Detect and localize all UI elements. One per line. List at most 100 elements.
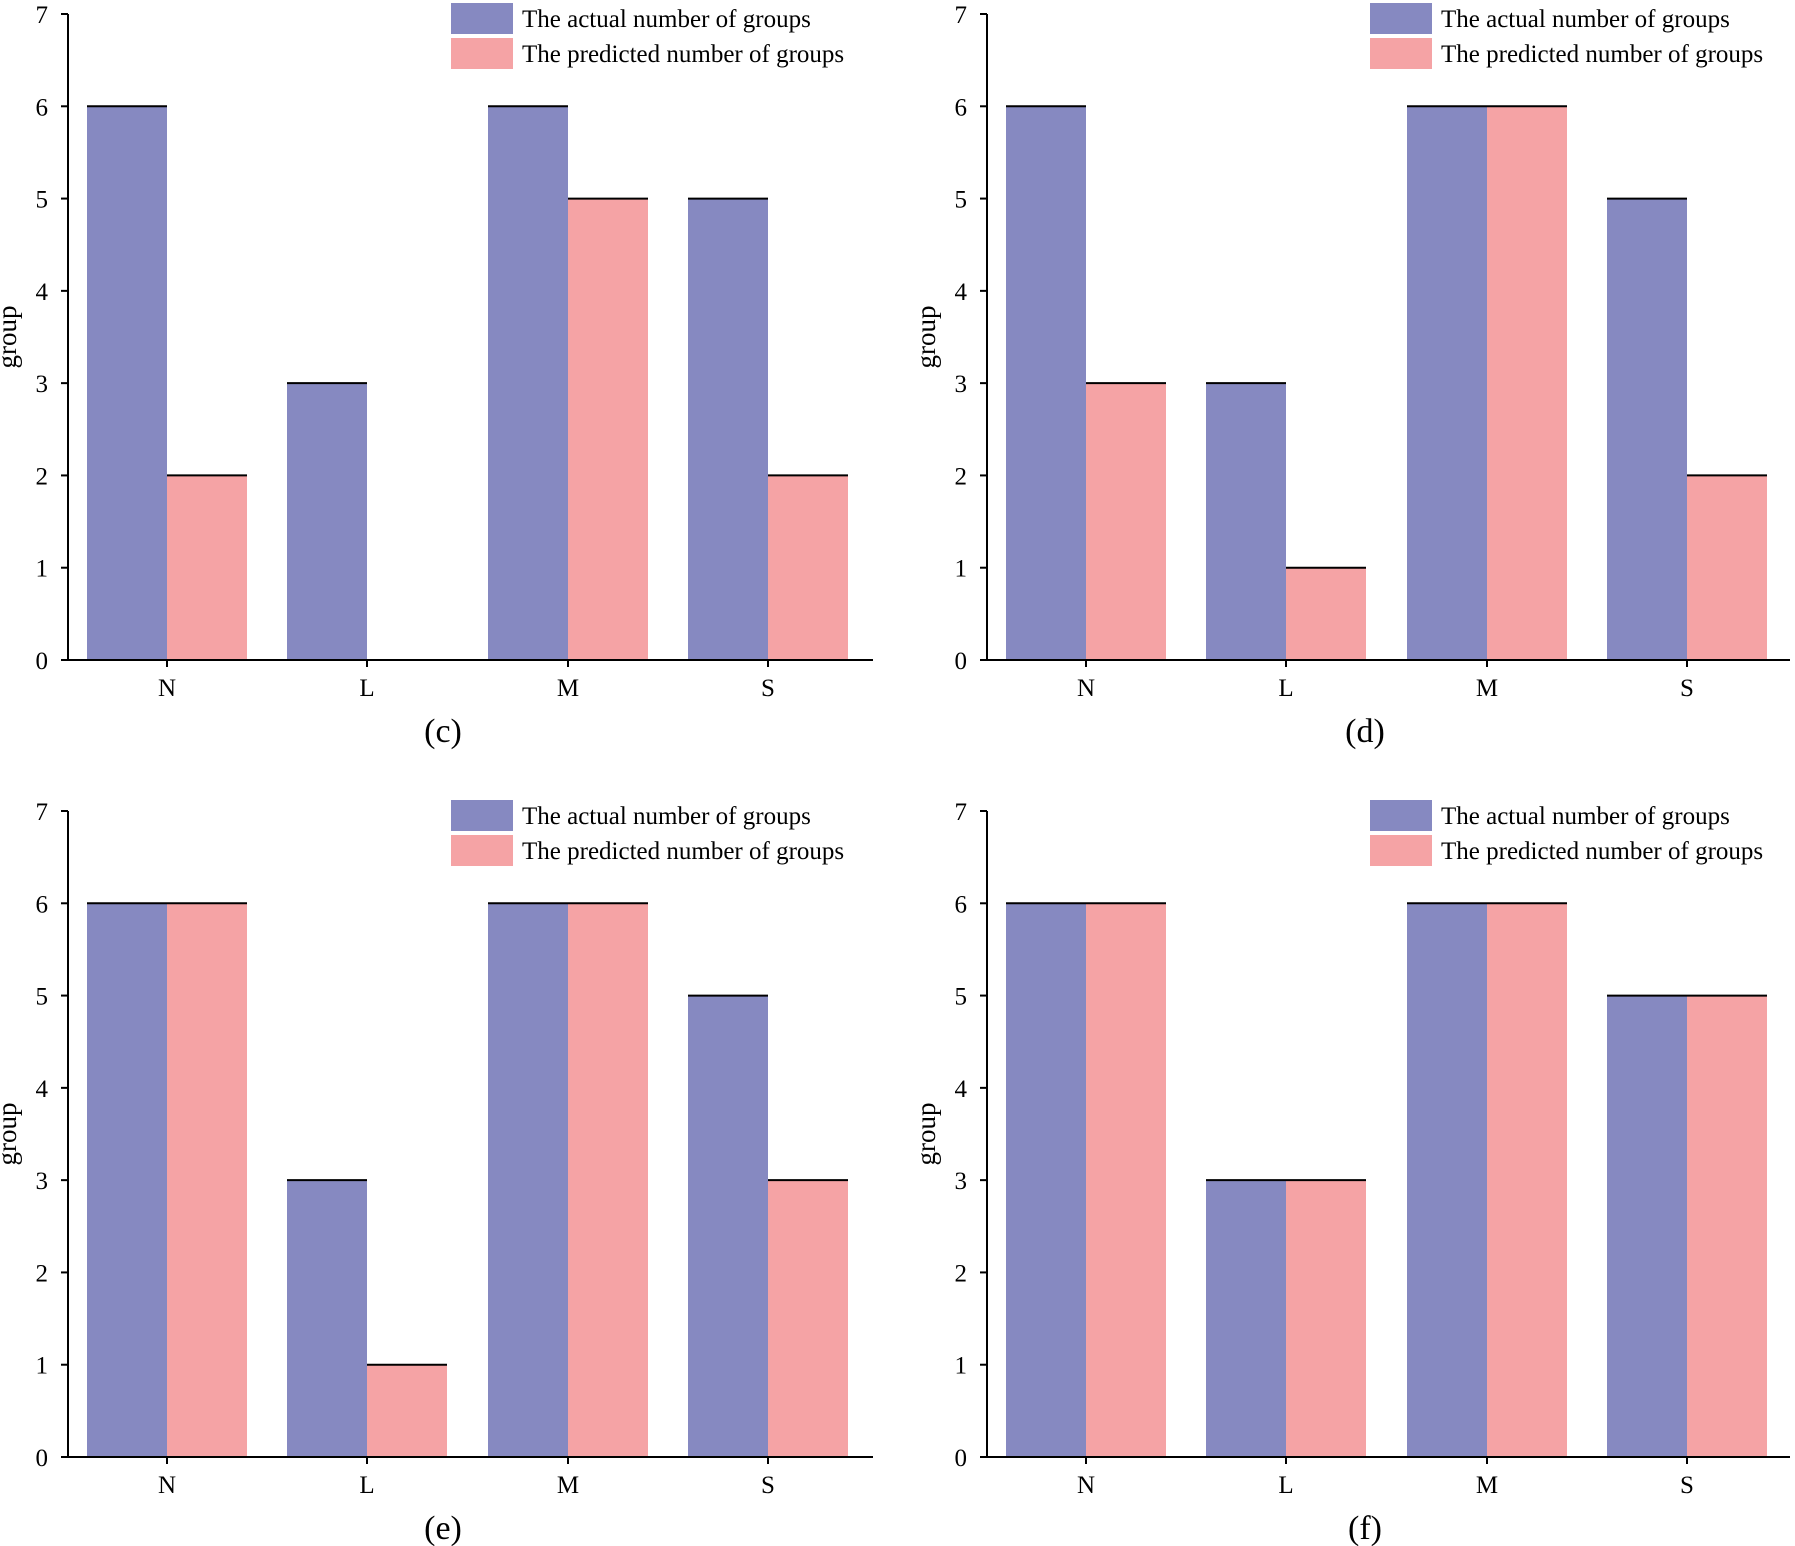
x-tick-label-N: N <box>158 675 176 702</box>
bar-predicted-S <box>1687 475 1767 660</box>
bar-predicted-M <box>1487 106 1567 661</box>
legend-swatch-actual <box>1370 800 1432 831</box>
legend-label-predicted: The predicted number of groups <box>522 41 844 68</box>
legend-swatch-actual <box>1370 3 1432 34</box>
bar-actual-N <box>87 106 167 661</box>
y-tick-label: 4 <box>36 279 49 306</box>
y-tick-label: 6 <box>955 94 968 121</box>
legend-swatch-actual <box>451 3 513 34</box>
x-tick-label-L: L <box>1278 675 1293 702</box>
y-tick-label: 3 <box>955 371 968 398</box>
bar-actual-M <box>488 903 568 1457</box>
y-tick-label: 2 <box>36 1260 49 1287</box>
y-tick-label: 1 <box>955 1353 968 1380</box>
y-tick-label: 1 <box>36 556 49 583</box>
legend-swatch-predicted <box>1370 38 1432 69</box>
y-tick-label: 3 <box>36 1168 49 1195</box>
bar-actual-M <box>1407 106 1487 661</box>
y-tick-label: 0 <box>36 1445 49 1472</box>
legend-label-actual: The actual number of groups <box>522 6 811 33</box>
legend-swatch-predicted <box>451 38 513 69</box>
x-tick-label-S: S <box>1680 1472 1694 1499</box>
y-tick-label: 5 <box>955 984 968 1011</box>
bar-predicted-N <box>167 475 247 660</box>
y-tick-label: 4 <box>36 1076 49 1103</box>
legend-label-predicted: The predicted number of groups <box>1441 41 1763 68</box>
y-tick-label: 2 <box>36 463 49 490</box>
y-tick-label: 5 <box>955 187 968 214</box>
bar-actual-N <box>1006 903 1086 1457</box>
y-tick-label: 4 <box>955 279 968 306</box>
legend-swatch-actual <box>451 800 513 831</box>
y-tick-label: 1 <box>36 1353 49 1380</box>
x-tick-label-S: S <box>761 675 775 702</box>
x-tick-label-L: L <box>1278 1472 1293 1499</box>
x-tick-label-L: L <box>359 675 374 702</box>
panel-label: (f) <box>1348 1510 1382 1546</box>
x-tick-label-N: N <box>1077 1472 1095 1499</box>
bar-predicted-L <box>367 1364 447 1457</box>
y-tick-label: 6 <box>36 891 49 918</box>
bar-actual-S <box>1607 995 1687 1457</box>
bar-predicted-L <box>1286 1180 1366 1457</box>
bar-predicted-N <box>1086 903 1166 1457</box>
y-tick-label: 1 <box>955 556 968 583</box>
bar-actual-S <box>1607 198 1687 661</box>
legend-swatch-predicted <box>451 835 513 866</box>
y-tick-label: 7 <box>955 799 968 826</box>
x-tick-label-M: M <box>1476 1472 1498 1499</box>
y-tick-label: 7 <box>955 2 968 29</box>
bar-predicted-S <box>768 475 848 660</box>
bar-predicted-S <box>1687 995 1767 1457</box>
x-tick-label-N: N <box>1077 675 1095 702</box>
y-axis-label: group <box>911 1103 941 1166</box>
y-axis-label: group <box>911 306 941 369</box>
y-axis-label: group <box>0 1103 22 1166</box>
legend-label-actual: The actual number of groups <box>1441 6 1730 33</box>
bar-actual-L <box>1206 1180 1286 1457</box>
panel-label: (d) <box>1345 713 1385 750</box>
y-tick-label: 0 <box>36 648 49 675</box>
y-axis-label: group <box>0 306 22 369</box>
bar-predicted-M <box>568 198 648 661</box>
bar-actual-M <box>488 106 568 661</box>
x-tick-label-M: M <box>557 1472 579 1499</box>
bar-predicted-S <box>768 1180 848 1457</box>
panel-label: (e) <box>424 1510 462 1546</box>
y-tick-label: 3 <box>36 371 49 398</box>
x-tick-label-S: S <box>1680 675 1694 702</box>
y-tick-label: 7 <box>36 2 49 29</box>
y-tick-label: 2 <box>955 463 968 490</box>
bar-predicted-N <box>167 903 247 1457</box>
x-tick-label-M: M <box>1476 675 1498 702</box>
y-tick-label: 4 <box>955 1076 968 1103</box>
panel-label: (c) <box>424 713 462 750</box>
x-tick-label-N: N <box>158 1472 176 1499</box>
bar-actual-S <box>688 995 768 1457</box>
bar-actual-L <box>287 1180 367 1457</box>
y-tick-label: 5 <box>36 984 49 1011</box>
legend-label-predicted: The predicted number of groups <box>1441 838 1763 865</box>
legend-swatch-predicted <box>1370 835 1432 866</box>
y-tick-label: 0 <box>955 1445 968 1472</box>
bar-predicted-N <box>1086 383 1166 660</box>
y-tick-label: 0 <box>955 648 968 675</box>
legend-label-actual: The actual number of groups <box>522 803 811 830</box>
bar-predicted-M <box>1487 903 1567 1457</box>
x-tick-label-M: M <box>557 675 579 702</box>
x-tick-label-L: L <box>359 1472 374 1499</box>
y-tick-label: 6 <box>36 94 49 121</box>
legend-label-actual: The actual number of groups <box>1441 803 1730 830</box>
bar-predicted-L <box>1286 567 1366 660</box>
bar-actual-N <box>1006 106 1086 661</box>
bar-actual-S <box>688 198 768 661</box>
y-tick-label: 6 <box>955 891 968 918</box>
y-tick-label: 2 <box>955 1260 968 1287</box>
y-tick-label: 3 <box>955 1168 968 1195</box>
bar-predicted-M <box>568 903 648 1457</box>
